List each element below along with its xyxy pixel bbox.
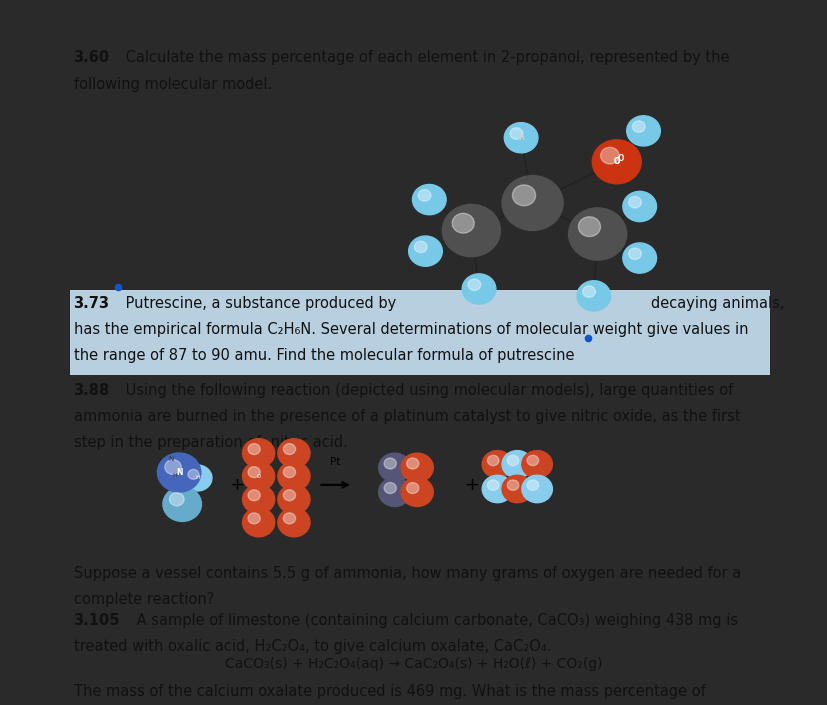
Text: H: H — [518, 135, 523, 141]
Circle shape — [409, 236, 442, 266]
Circle shape — [501, 176, 562, 231]
Text: +: + — [463, 476, 478, 494]
Text: Suppose a vessel contains 5.5 g of ammonia, how many grams of oxygen are needed : Suppose a vessel contains 5.5 g of ammon… — [74, 566, 740, 581]
Circle shape — [283, 490, 295, 501]
Text: ammonia are burned in the presence of a platinum catalyst to give nitric oxide, : ammonia are burned in the presence of a … — [74, 409, 739, 424]
Circle shape — [481, 450, 512, 478]
Circle shape — [157, 453, 201, 492]
Circle shape — [242, 508, 275, 537]
Circle shape — [248, 490, 260, 501]
Circle shape — [487, 480, 499, 491]
Circle shape — [512, 185, 535, 206]
Circle shape — [384, 458, 396, 469]
Circle shape — [242, 485, 275, 514]
Text: Putrescine, a substance produced by: Putrescine, a substance produced by — [121, 296, 396, 311]
Circle shape — [501, 450, 532, 478]
Text: The mass of the calcium oxalate produced is 469 mg. What is the mass percentage : The mass of the calcium oxalate produced… — [74, 684, 705, 699]
Text: complete reaction?: complete reaction? — [74, 592, 213, 607]
Circle shape — [278, 439, 309, 467]
Circle shape — [568, 208, 626, 260]
Circle shape — [278, 485, 309, 514]
Circle shape — [461, 274, 495, 304]
Circle shape — [632, 121, 644, 133]
Circle shape — [283, 513, 295, 524]
Circle shape — [163, 486, 201, 522]
Text: Pt: Pt — [330, 457, 340, 467]
Text: the range of 87 to 90 amu. Find the molecular formula of putrescine: the range of 87 to 90 amu. Find the mole… — [74, 348, 573, 363]
Circle shape — [384, 482, 396, 493]
Circle shape — [283, 467, 295, 478]
Text: 3.73: 3.73 — [74, 296, 109, 311]
Circle shape — [628, 197, 641, 208]
Circle shape — [591, 140, 640, 184]
Circle shape — [501, 475, 532, 503]
Text: Using the following reaction (depicted using molecular models), large quantities: Using the following reaction (depicted u… — [121, 383, 733, 398]
Circle shape — [283, 443, 295, 455]
Text: decaying animals,: decaying animals, — [650, 296, 784, 311]
Circle shape — [467, 279, 480, 290]
Text: A sample of limestone (containing calcium carbonate, CaCO₃) weighing 438 mg is: A sample of limestone (containing calciu… — [131, 613, 737, 627]
Circle shape — [628, 248, 641, 259]
Circle shape — [414, 241, 427, 252]
Text: O: O — [256, 474, 261, 479]
Circle shape — [578, 216, 600, 237]
Circle shape — [582, 286, 595, 298]
Text: step in the preparation of  nitric acid.: step in the preparation of nitric acid. — [74, 436, 347, 450]
Circle shape — [622, 243, 656, 273]
Circle shape — [278, 462, 309, 491]
Circle shape — [248, 513, 260, 524]
Circle shape — [242, 462, 275, 491]
Circle shape — [521, 475, 552, 503]
Circle shape — [626, 116, 660, 146]
Circle shape — [278, 508, 309, 537]
Text: Calculate the mass percentage of each element in 2-propanol, represented by the: Calculate the mass percentage of each el… — [121, 51, 729, 66]
Circle shape — [418, 190, 431, 201]
Circle shape — [242, 439, 275, 467]
Text: O: O — [617, 154, 623, 163]
Circle shape — [378, 453, 410, 482]
Circle shape — [248, 443, 260, 455]
Circle shape — [442, 204, 500, 257]
Circle shape — [487, 455, 499, 466]
Circle shape — [183, 465, 212, 491]
Text: H: H — [518, 135, 523, 141]
Text: O: O — [613, 157, 619, 166]
Circle shape — [622, 191, 656, 221]
Circle shape — [412, 185, 446, 215]
Circle shape — [507, 455, 519, 466]
Circle shape — [504, 123, 538, 153]
Circle shape — [406, 458, 418, 469]
Circle shape — [576, 281, 609, 311]
Circle shape — [507, 480, 519, 491]
Circle shape — [527, 455, 538, 466]
Text: CaCO₃(s) + H₂C₂O₄(aq) → CaC₂O₄(s) + H₂O(ℓ) + CO₂(g): CaCO₃(s) + H₂C₂O₄(aq) → CaC₂O₄(s) + H₂O(… — [225, 657, 602, 671]
Text: has the empirical formula C₂H₆N. Several determinations of molecular weight give: has the empirical formula C₂H₆N. Several… — [74, 322, 747, 337]
Text: treated with oxalic acid, H₂C₂O₄, to give calcium oxalate, CaC₂O₄.: treated with oxalic acid, H₂C₂O₄, to giv… — [74, 639, 550, 654]
Text: H: H — [172, 473, 177, 478]
Circle shape — [248, 467, 260, 478]
Circle shape — [188, 470, 198, 479]
Text: 3.105: 3.105 — [74, 613, 120, 627]
Circle shape — [481, 475, 512, 503]
Circle shape — [527, 480, 538, 491]
Circle shape — [452, 214, 474, 233]
FancyBboxPatch shape — [69, 290, 769, 375]
Circle shape — [521, 450, 552, 478]
Text: +: + — [229, 476, 244, 494]
Circle shape — [509, 128, 522, 140]
Text: O: O — [613, 157, 619, 166]
Circle shape — [600, 147, 619, 164]
Circle shape — [400, 453, 433, 482]
Text: N: N — [175, 468, 182, 477]
Circle shape — [165, 460, 181, 474]
Text: 3.60: 3.60 — [74, 51, 109, 66]
Text: 3.88: 3.88 — [74, 383, 110, 398]
Circle shape — [400, 478, 433, 506]
Circle shape — [406, 482, 418, 493]
Text: H: H — [195, 475, 199, 481]
Circle shape — [170, 493, 184, 506]
Circle shape — [378, 478, 410, 506]
Text: N: N — [169, 456, 174, 462]
Text: following molecular model.: following molecular model. — [74, 77, 271, 92]
